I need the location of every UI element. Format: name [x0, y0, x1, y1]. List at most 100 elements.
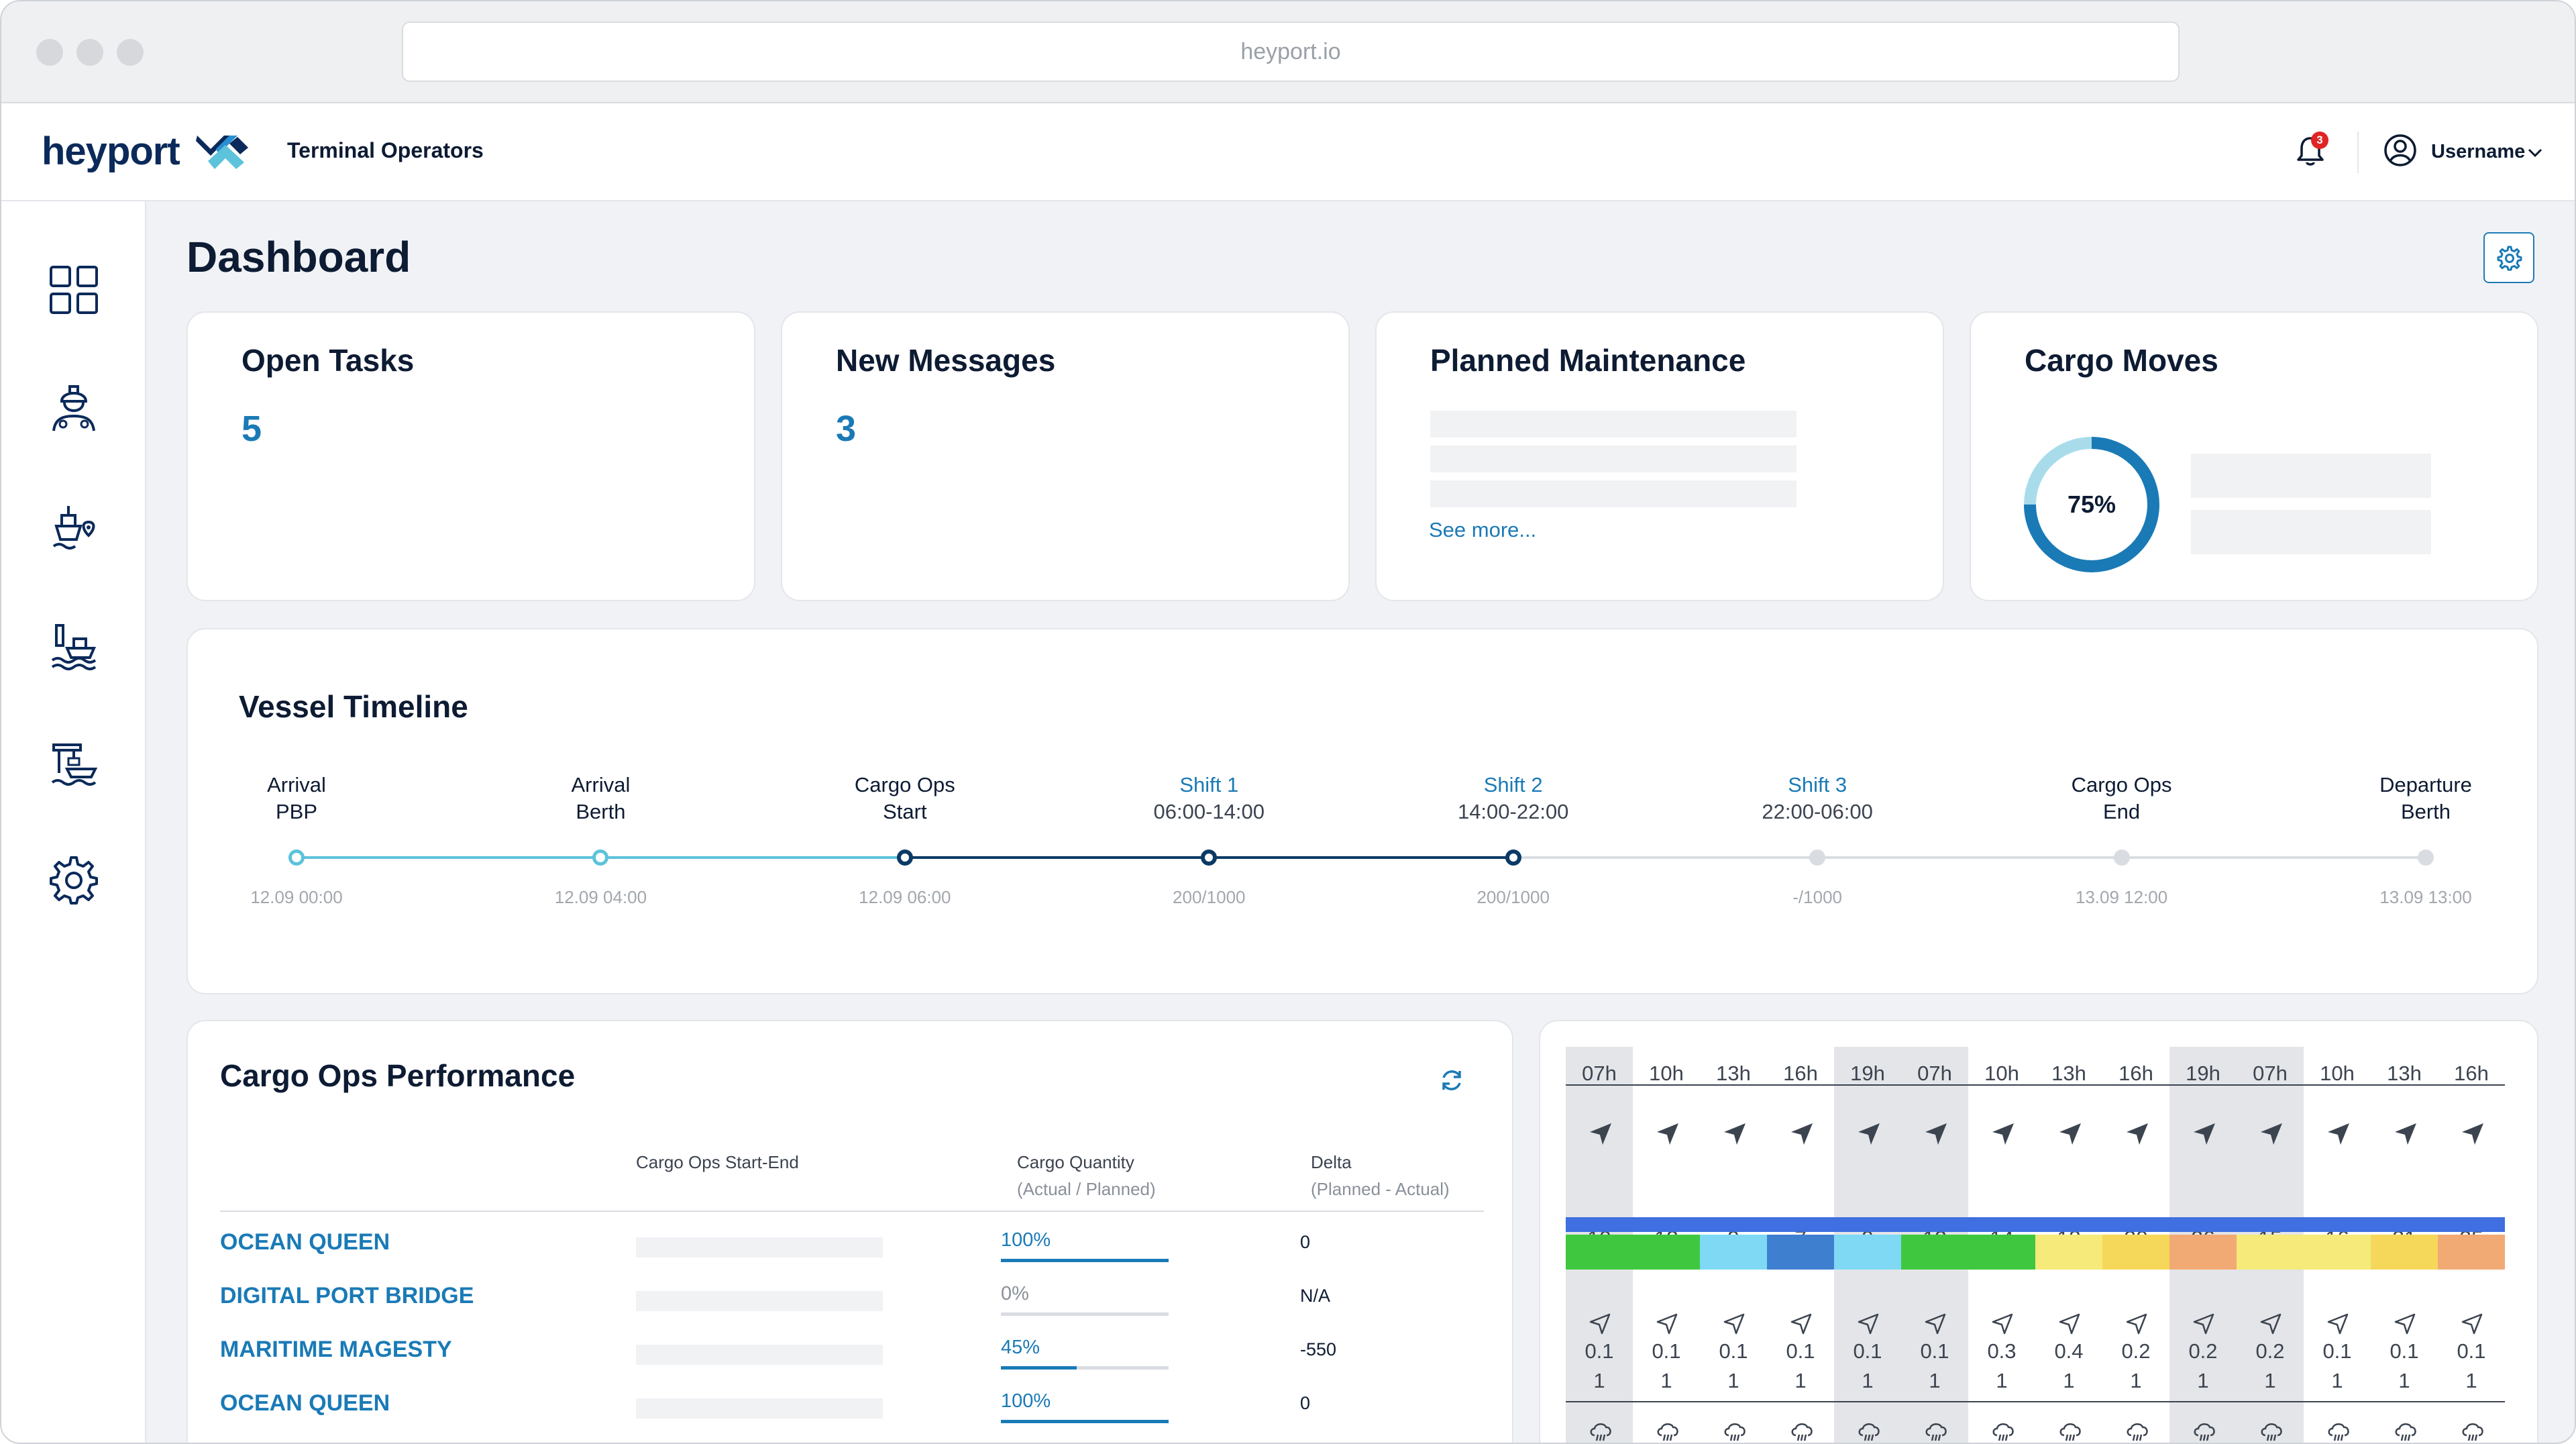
forecast-band-top: [1566, 1217, 2505, 1232]
delta-value: -550: [1300, 1339, 1337, 1359]
wind-direction-icon: [2059, 1123, 2081, 1145]
wind-color-cell: [2304, 1235, 2371, 1270]
weather-forecast-card: 07h100.1110h120.1113h90.1116h70.1119h90.…: [1539, 1020, 2538, 1443]
wind-direction-icon: [1791, 1123, 1813, 1145]
cargo-moves-card[interactable]: Cargo Moves 75%: [1970, 311, 2538, 601]
quantity-progress-fill: [1001, 1366, 1077, 1370]
cargo-ops-performance-card: Cargo Ops Performance Cargo Ops Start-En…: [186, 1020, 1513, 1443]
timeline-step-line1: Shift 2: [1483, 773, 1543, 796]
rain-cloud-icon: [2395, 1423, 2416, 1441]
wave-height: 0.1: [1652, 1339, 1681, 1363]
port-crane-icon[interactable]: [47, 735, 101, 789]
rain-cloud-icon: [2261, 1423, 2282, 1441]
dashboard-settings-button[interactable]: [2483, 232, 2534, 283]
rain-cloud-icon: [2059, 1423, 2081, 1441]
window-maximize-dot[interactable]: [117, 39, 144, 66]
timeline-step-line2: 14:00-22:00: [1457, 800, 1569, 823]
timeline-step-time: 12.09 06:00: [859, 887, 951, 907]
timeline-step-time: 13.09 12:00: [2075, 887, 2168, 907]
brand-logo-icon: [196, 136, 248, 169]
worker-helmet-icon[interactable]: [47, 381, 101, 435]
forecast-hour: 10h: [1649, 1062, 1684, 1085]
forecast-hour: 07h: [2253, 1062, 2288, 1085]
column-header-label: Cargo Quantity: [1017, 1152, 1134, 1172]
address-bar[interactable]: heyport.io: [402, 21, 2180, 82]
wave-period: 1: [1862, 1369, 1874, 1392]
wave-direction-icon: [2193, 1313, 2214, 1335]
rain-cloud-icon: [1858, 1423, 1880, 1441]
vessel-name-link[interactable]: OCEAN QUEEN: [220, 1229, 390, 1255]
timeline-step-line1: Arrival: [267, 773, 326, 796]
forecast-hour: 07h: [1917, 1062, 1952, 1085]
forecast-hour: 16h: [1783, 1062, 1818, 1085]
vessel-name-link[interactable]: DIGITAL PORT BRIDGE: [220, 1283, 474, 1308]
notification-count-badge: 3: [2311, 132, 2328, 149]
timeline-segment: [2121, 856, 2426, 859]
vessel-name-link[interactable]: MARITIME MAGESTY: [220, 1337, 452, 1362]
timeline-step-dot: [896, 849, 913, 866]
column-header-delta: Delta (Planned - Actual): [1311, 1149, 1450, 1202]
wind-direction-icon: [2261, 1123, 2282, 1145]
timeline-step-dot: [592, 849, 609, 866]
quantity-progress-bar: [1001, 1312, 1169, 1316]
wind-color-cell: [2035, 1235, 2102, 1270]
wind-color-cell: [1834, 1235, 1901, 1270]
wave-direction-icon: [1858, 1313, 1879, 1335]
open-tasks-card[interactable]: Open Tasks 5: [186, 311, 755, 601]
forecast-hour: 19h: [1850, 1062, 1885, 1085]
user-avatar-icon[interactable]: [2383, 133, 2418, 168]
ship-location-icon[interactable]: [47, 499, 101, 553]
vessel-name-link[interactable]: OCEAN QUEEN: [220, 1390, 390, 1416]
timeline-step-label: Arrival Berth: [480, 772, 721, 825]
brand-logo-text[interactable]: heyport: [42, 130, 180, 173]
timeline-step-line1: Shift 3: [1788, 773, 1847, 796]
wave-height: 0.1: [2390, 1339, 2419, 1363]
wave-period: 1: [2197, 1369, 2209, 1392]
window-close-dot[interactable]: [36, 39, 63, 66]
timeline-step-dot: [1201, 849, 1218, 866]
settings-gear-icon[interactable]: [47, 854, 101, 907]
wave-height: 0.1: [1920, 1339, 1949, 1363]
timeline-step-label: Cargo Ops End: [2001, 772, 2243, 825]
wave-direction-icon: [1992, 1313, 2013, 1335]
chevron-down-icon[interactable]: [2526, 144, 2544, 161]
timeline-step-time: 12.09 00:00: [250, 887, 343, 907]
timeline-step-line2: 22:00-06:00: [1762, 800, 1873, 823]
wave-height: 0.3: [1987, 1339, 2017, 1363]
forecast-hour: 13h: [2051, 1062, 2086, 1085]
wind-direction-icon: [1858, 1123, 1880, 1145]
wind-direction-icon: [1590, 1123, 1611, 1145]
ship-lighthouse-icon[interactable]: [47, 617, 101, 671]
wave-height: 0.1: [1853, 1339, 1882, 1363]
timeline-segment: [1209, 856, 1513, 859]
rain-cloud-icon: [1992, 1423, 2014, 1441]
wind-color-cell: [1633, 1235, 1700, 1270]
skeleton-line: [1430, 446, 1796, 472]
timeline-segment: [600, 856, 905, 859]
skeleton-block: [2191, 510, 2431, 554]
timeline-step-line2: Berth: [2400, 800, 2451, 823]
window-minimize-dot[interactable]: [76, 39, 103, 66]
username-label[interactable]: Username: [2431, 141, 2526, 162]
forecast-hour: 13h: [2387, 1062, 2422, 1085]
new-messages-card[interactable]: New Messages 3: [781, 311, 1350, 601]
dashboard-grid-icon[interactable]: [47, 263, 101, 317]
wind-color-cell: [1700, 1235, 1767, 1270]
column-header-sublabel: (Planned - Actual): [1311, 1179, 1450, 1199]
vessel-timeline-card: Vessel Timeline Arrival PBP 12.09 00:00 Arr…: [186, 628, 2538, 994]
sidebar: [1, 201, 146, 1443]
timeline-step-line2: Start: [883, 800, 927, 823]
quantity-progress-fill: [1001, 1420, 1169, 1423]
refresh-icon[interactable]: [1437, 1066, 1466, 1095]
card-title: Planned Maintenance: [1430, 343, 1746, 378]
wave-height: 0.1: [2457, 1339, 2486, 1363]
wave-period: 1: [1929, 1369, 1941, 1392]
timeline-segment: [904, 856, 1210, 859]
donut-percent-label: 75%: [2068, 491, 2116, 518]
wind-color-cell: [1566, 1235, 1633, 1270]
column-header-label: Delta: [1311, 1152, 1352, 1172]
forecast-hour: 16h: [2118, 1062, 2153, 1085]
rain-cloud-icon: [2462, 1423, 2483, 1441]
timeline-segment: [297, 856, 601, 859]
see-more-link[interactable]: See more...: [1429, 518, 1537, 542]
